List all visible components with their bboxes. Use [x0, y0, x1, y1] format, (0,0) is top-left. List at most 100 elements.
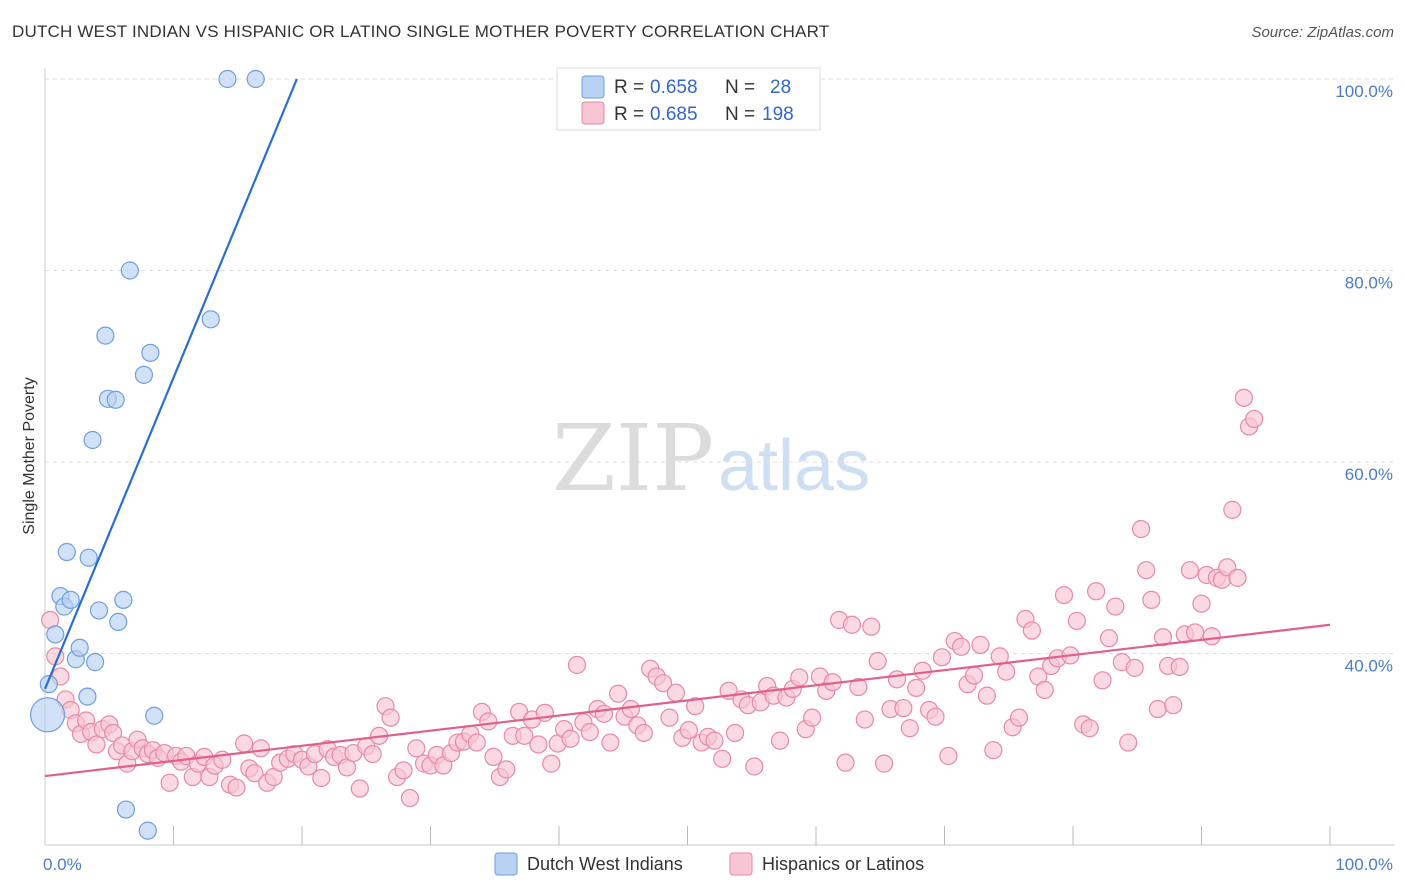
- hispanic-point: [862, 617, 881, 636]
- bottom-legend-hispanics: Hispanics or Latinos: [762, 854, 924, 874]
- hispanic-point: [1106, 597, 1125, 616]
- hispanic-point: [1067, 611, 1086, 631]
- hispanic-point: [971, 635, 990, 654]
- hispanic-point: [907, 678, 926, 698]
- hispanic-point: [964, 666, 984, 685]
- hispanic-point: [1125, 658, 1144, 677]
- dutch-point: [86, 653, 105, 672]
- hispanic-point: [803, 708, 822, 727]
- hispanic-point: [666, 683, 686, 702]
- bottom-legend-swatch-blue: [494, 852, 518, 876]
- hispanic-point: [939, 746, 958, 766]
- dutch-point: [57, 542, 76, 562]
- bottom-legend: Dutch West Indians Hispanics or Latinos: [494, 852, 924, 876]
- trend-lines: [43, 78, 1331, 778]
- dutch-point: [79, 548, 98, 567]
- dutch-point: [246, 69, 265, 89]
- dutch-point: [106, 390, 125, 409]
- series-hispanics-points: [41, 388, 1264, 808]
- hispanic-point: [515, 726, 534, 745]
- hispanic-point: [497, 760, 516, 779]
- hispanic-point: [1137, 561, 1156, 580]
- hispanic-point: [381, 708, 400, 727]
- hispanic-point: [407, 739, 426, 758]
- hispanic-point: [686, 697, 705, 716]
- hispanic-point: [1132, 519, 1151, 539]
- y-tick-label: 80.0%: [1345, 274, 1393, 293]
- bottom-legend-swatch-pink: [729, 852, 753, 876]
- hispanic-point: [1192, 594, 1211, 613]
- dutch-point: [46, 625, 65, 644]
- hispanic-point: [400, 788, 420, 808]
- hispanic-point: [227, 778, 246, 797]
- x-tick-label-min: 0.0%: [43, 855, 82, 874]
- dutch-point: [29, 697, 66, 733]
- hispanic-point: [467, 733, 486, 752]
- hispanic-point: [875, 754, 894, 773]
- hispanic-point: [594, 704, 614, 723]
- hispanic-point: [932, 648, 952, 667]
- hispanic-point: [660, 708, 679, 727]
- hispanic-point: [1148, 699, 1167, 719]
- trend-line-dutch: [43, 78, 298, 690]
- hispanic-point: [887, 670, 907, 689]
- hispanic-point: [601, 733, 620, 752]
- hispanic-point: [836, 753, 855, 772]
- hispanic-point: [1245, 409, 1264, 429]
- hispanic-point: [104, 723, 123, 743]
- y-tick-label: 60.0%: [1345, 465, 1393, 484]
- hispanic-point: [1093, 671, 1112, 690]
- hispanic-point: [913, 661, 932, 680]
- hispanic-point: [87, 735, 106, 754]
- watermark: ZIP atlas: [552, 405, 870, 512]
- legend-n-label-2: N =: [725, 104, 755, 125]
- trend-line-hispanic: [44, 623, 1331, 778]
- hispanic-point: [479, 712, 498, 731]
- hispanic-point: [1228, 568, 1247, 587]
- dutch-point: [120, 261, 139, 280]
- hispanic-point: [990, 647, 1009, 666]
- hispanic-point: [1202, 627, 1221, 646]
- dutch-point: [89, 601, 109, 620]
- hispanic-point: [634, 723, 653, 743]
- legend-swatch-pink: [581, 101, 605, 125]
- dutch-point: [141, 343, 160, 362]
- hispanic-point: [1099, 629, 1119, 648]
- series-dutch-points: [29, 69, 265, 840]
- hispanic-point: [1185, 623, 1205, 642]
- x-tick-label-max: 100.0%: [1335, 855, 1393, 874]
- dutch-point: [83, 430, 102, 450]
- legend-swatch-blue: [581, 75, 605, 99]
- chart-source: Source: ZipAtlas.com: [1251, 24, 1394, 41]
- dutch-point: [138, 821, 157, 840]
- dutch-point: [109, 612, 128, 632]
- legend-n-value-2: 198: [762, 104, 794, 125]
- hispanic-point: [849, 677, 868, 697]
- hispanic-point: [1080, 719, 1099, 738]
- hispanic-point: [484, 747, 503, 767]
- hispanic-point: [1054, 585, 1074, 605]
- hispanic-point: [1009, 708, 1029, 727]
- dutch-point: [78, 687, 97, 706]
- hispanic-point: [900, 719, 919, 738]
- hispanic-point: [725, 723, 745, 743]
- hispanic-point: [1022, 621, 1041, 640]
- hispanic-point: [1153, 628, 1173, 647]
- dutch-point: [145, 706, 164, 725]
- hispanic-point: [1164, 696, 1183, 715]
- hispanic-point: [926, 707, 945, 726]
- hispanic-point: [713, 749, 732, 768]
- hispanic-point: [770, 731, 790, 750]
- hispanic-point: [394, 761, 413, 780]
- y-axis-title: Single Mother Poverty: [21, 377, 38, 534]
- dutch-point: [114, 590, 133, 609]
- hispanic-point: [1170, 657, 1189, 677]
- hispanic-point: [705, 731, 724, 750]
- hispanic-point: [251, 739, 270, 758]
- legend-r-label-2: R =: [614, 104, 644, 125]
- hispanic-point: [790, 668, 809, 687]
- watermark-zip: ZIP: [552, 405, 714, 512]
- hispanic-point: [561, 729, 580, 748]
- hispanic-point: [745, 757, 764, 776]
